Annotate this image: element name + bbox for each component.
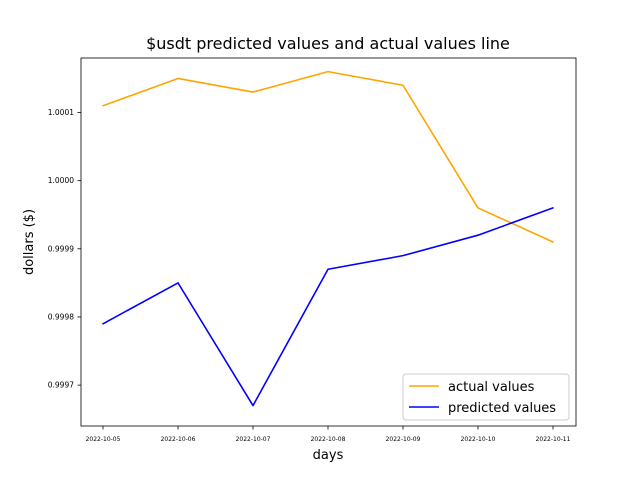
x-tick-label: 2022-10-06	[161, 436, 196, 443]
x-axis-ticks: 2022-10-05 2022-10-06 2022-10-07 2022-10-08…	[86, 426, 571, 443]
series-line-actual	[102, 70, 554, 243]
legend-box	[402, 373, 570, 421]
y-tick-label: 0.9999	[48, 244, 74, 253]
x-tick-label: 2022-10-07	[236, 436, 271, 443]
plot-area-frame	[80, 57, 577, 427]
legend-label: actual values	[448, 380, 535, 395]
chart-title: $usdt predicted values and actual values…	[146, 34, 510, 53]
x-tick-label: 2022-10-08	[311, 436, 346, 443]
legend: actual values predicted values	[402, 373, 570, 421]
y-axis-label: dollars ($)	[22, 209, 37, 275]
x-tick-label: 2022-10-05	[86, 436, 121, 443]
x-tick-label: 2022-10-09	[386, 436, 421, 443]
y-tick-label: 1.0000	[48, 176, 74, 185]
legend-label: predicted values	[448, 401, 556, 416]
series-line-predicted	[102, 207, 554, 407]
x-tick-label: 2022-10-11	[536, 436, 571, 443]
series-layer	[102, 70, 554, 407]
y-tick-label: 0.9997	[48, 381, 74, 390]
y-tick-label: 1.0001	[48, 108, 74, 117]
y-tick-label: 0.9998	[48, 312, 74, 321]
y-axis-ticks: 0.9997 0.9998 0.9999 1.0000 1.0001	[48, 108, 81, 390]
x-axis-label: days	[313, 448, 344, 463]
x-tick-label: 2022-10-10	[461, 436, 496, 443]
